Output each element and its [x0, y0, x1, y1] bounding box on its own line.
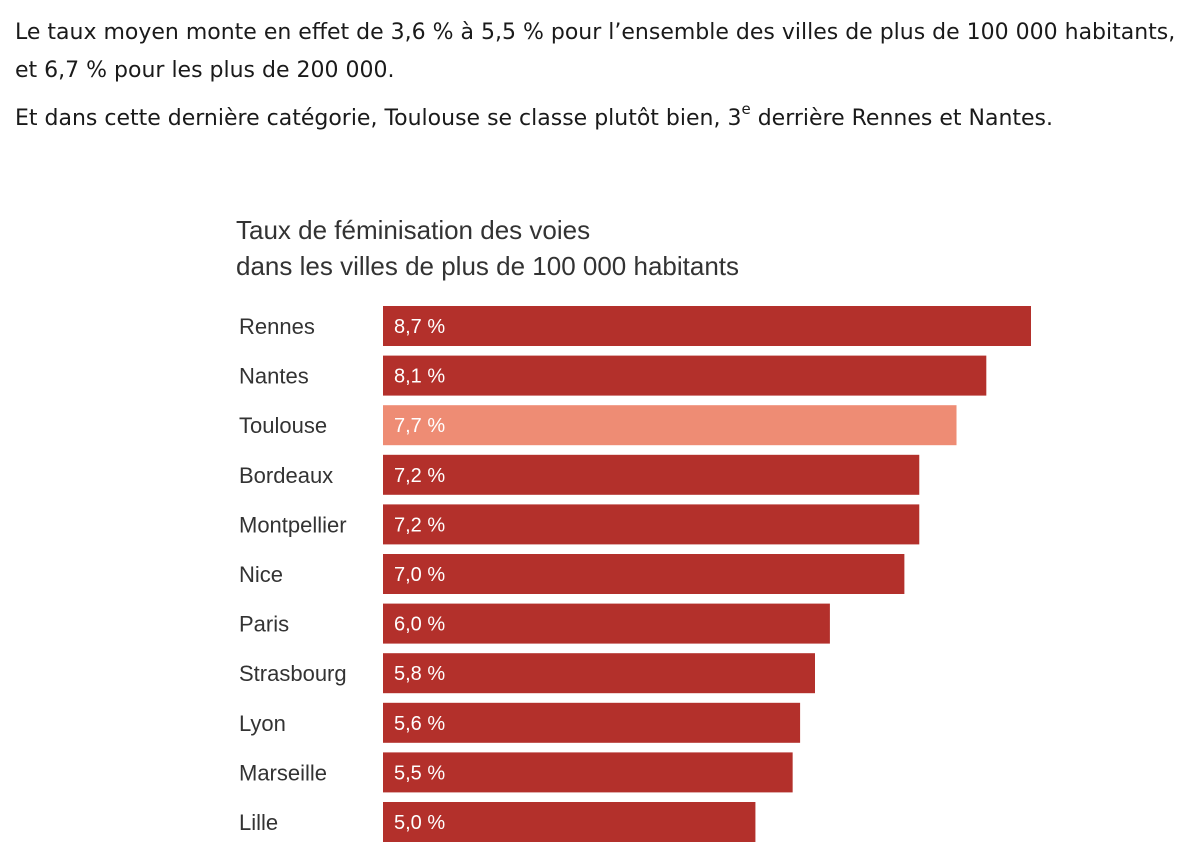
chart-subtitle: dans les villes de plus de 100 000 habit…	[236, 251, 740, 281]
value-label-lyon: 5,6 %	[394, 713, 445, 735]
category-label-nantes: Nantes	[239, 364, 309, 389]
article-paragraph-1: Le taux moyen monte en effet de 3,6 % à …	[15, 20, 1176, 83]
article-paragraph-2-before: Et dans cette dernière catégorie, Toulou…	[15, 106, 742, 131]
bar-bordeaux	[383, 454, 920, 495]
bar-rennes	[383, 306, 1031, 346]
bar-nantes	[383, 355, 987, 396]
value-label-montpellier: 7,2 %	[394, 514, 445, 536]
category-label-nice: Nice	[239, 562, 283, 587]
chart-plot: Rennes 8,7 % Nantes 8,1 % Toulouse 7,7 % Borde…	[239, 306, 1031, 842]
bar-marseille	[383, 752, 793, 793]
ordinal-superscript: e	[741, 99, 751, 118]
article-text: Le taux moyen monte en effet de 3,6 % à …	[15, 14, 1190, 148]
category-label-paris: Paris	[239, 612, 289, 637]
value-label-marseille: 5,5 %	[394, 762, 445, 784]
bar-lyon	[383, 702, 801, 743]
category-label-toulouse: Toulouse	[239, 413, 327, 438]
value-label-lille: 5,0 %	[394, 812, 445, 834]
value-label-strasbourg: 5,8 %	[394, 663, 445, 685]
category-label-strasbourg: Strasbourg	[239, 661, 347, 686]
bar-lille	[383, 802, 756, 842]
bar-chart: Taux de féminisation des voies dans les …	[236, 212, 1056, 852]
value-label-paris: 6,0 %	[394, 614, 445, 636]
category-label-rennes: Rennes	[239, 314, 315, 339]
category-label-montpellier: Montpellier	[239, 512, 347, 537]
bar-toulouse	[383, 405, 957, 446]
category-label-lille: Lille	[239, 810, 278, 835]
article-paragraph-2-after: derrière Rennes et Nantes.	[750, 106, 1053, 131]
chart-title-block: Taux de féminisation des voies dans les …	[236, 212, 739, 284]
bar-nice	[383, 554, 905, 594]
chart-title: Taux de féminisation des voies	[236, 215, 591, 245]
value-label-rennes: 8,7 %	[394, 316, 445, 338]
value-label-bordeaux: 7,2 %	[394, 465, 445, 487]
category-label-marseille: Marseille	[239, 760, 327, 785]
bar-strasbourg	[383, 653, 815, 694]
bar-paris	[383, 603, 830, 644]
value-label-nice: 7,0 %	[394, 564, 445, 586]
category-label-lyon: Lyon	[239, 711, 286, 736]
value-label-nantes: 8,1 %	[394, 366, 445, 388]
value-label-toulouse: 7,7 %	[394, 415, 445, 437]
bar-montpellier	[383, 504, 920, 545]
article-paragraph-2: Et dans cette dernière catégorie, Toulou…	[15, 100, 1190, 138]
category-label-bordeaux: Bordeaux	[239, 463, 333, 488]
